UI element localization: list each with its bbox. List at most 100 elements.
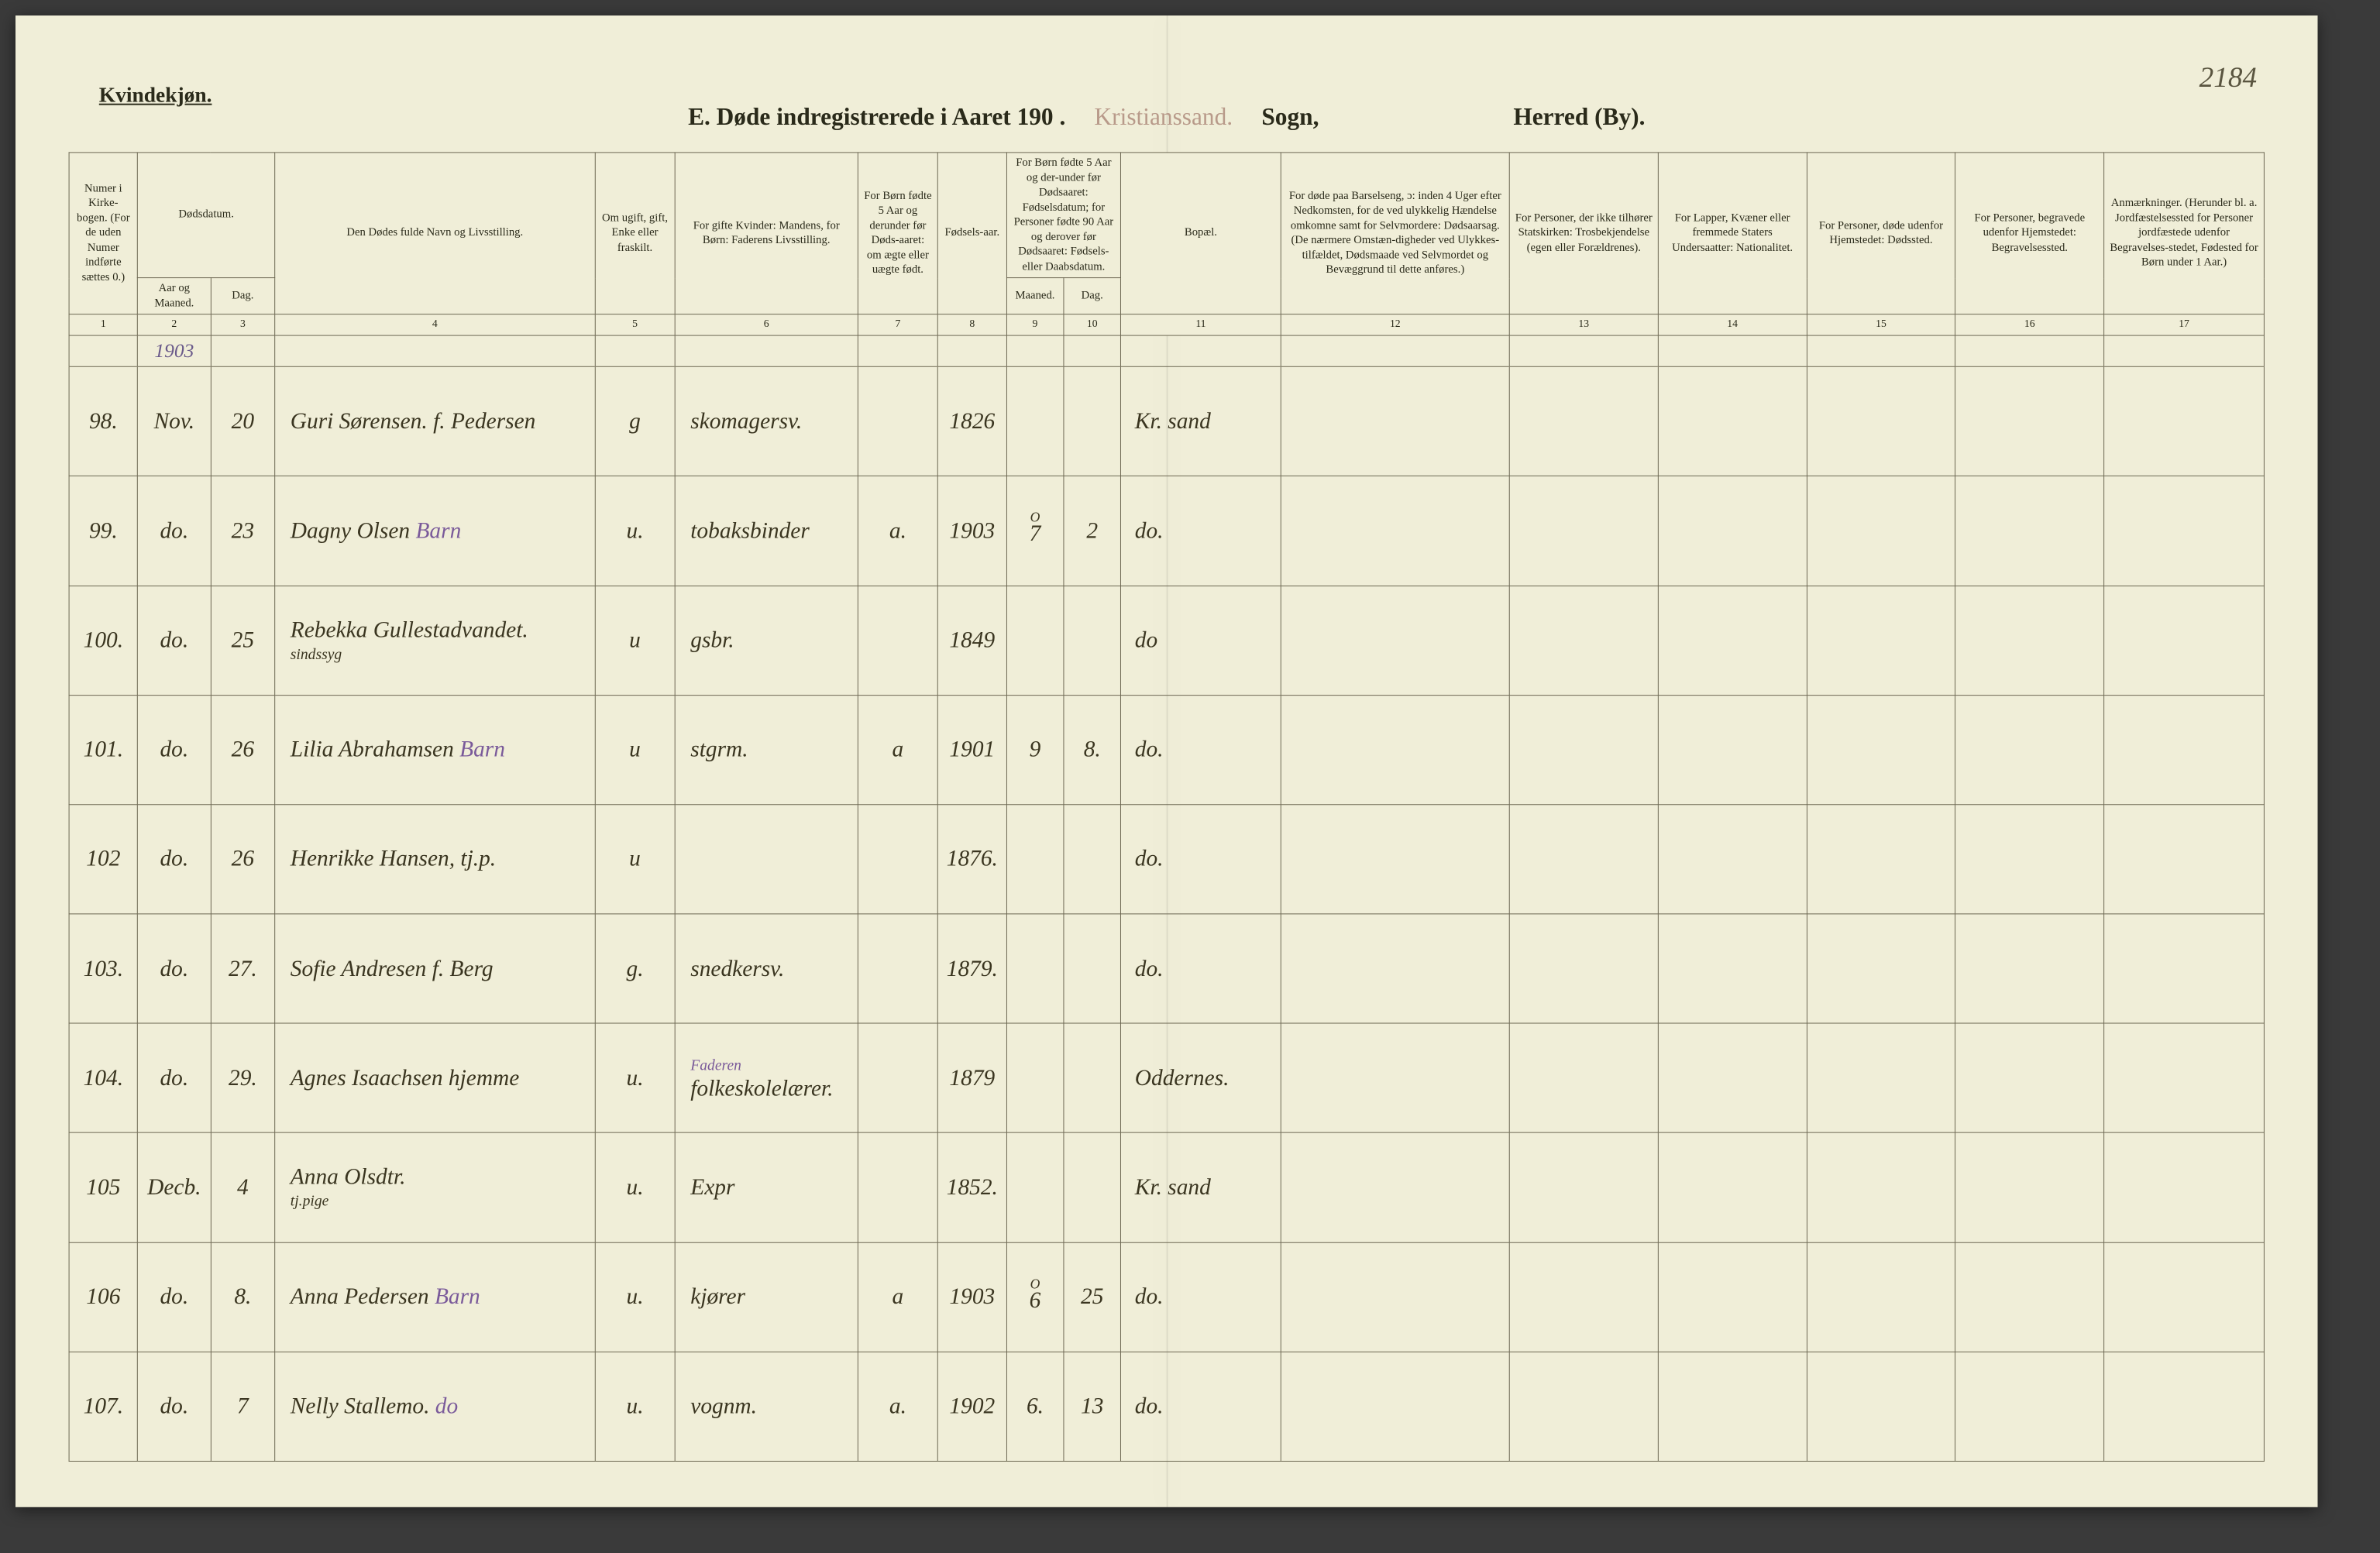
cell-remarks — [2104, 1352, 2265, 1461]
cell-month: do. — [138, 586, 211, 695]
cell-status: u. — [595, 1023, 675, 1132]
cell-occupation: skomagersv. — [675, 366, 858, 476]
cell-legit — [858, 1133, 937, 1242]
cell-num: 101. — [69, 695, 138, 804]
cell-bopael: Oddernes. — [1121, 1023, 1281, 1132]
cell-cause — [1281, 914, 1509, 1023]
cell-occupation — [675, 805, 858, 914]
table-header: Numer i Kirke-bogen. (For de uden Numer … — [69, 153, 2264, 335]
cell-nationality — [1658, 805, 1807, 914]
cell-month: do. — [138, 1352, 211, 1461]
table-row: 103. do. 27. Sofie Andresen f. Berg g. s… — [69, 914, 2264, 1023]
cell-name: Lilia Abrahamsen Barn — [275, 695, 595, 804]
header-faith: For Personer, der ikke tilhører Statskir… — [1509, 153, 1658, 314]
cell-birthyear: 1903 — [938, 476, 1007, 586]
cell-bmonth — [1006, 366, 1064, 476]
cell-nationality — [1658, 476, 1807, 586]
cell-cause — [1281, 476, 1509, 586]
cell-faith — [1509, 1352, 1658, 1461]
cell-occupation: Faderenfolkeskolelærer. — [675, 1023, 858, 1132]
cell-burialplace — [1955, 805, 2104, 914]
cell-birthyear: 1879. — [938, 914, 1007, 1023]
header-name: Den Dødes fulde Navn og Livsstilling. — [275, 153, 595, 314]
table-row: 98. Nov. 20 Guri Sørensen. f. Pedersen g… — [69, 366, 2264, 476]
cell-day: 23 — [211, 476, 275, 586]
page-title: E. Døde indregistrerede i Aaret 190 . Kr… — [15, 103, 2318, 131]
header-burialplace: For Personer, begravede udenfor Hjemsted… — [1955, 153, 2104, 314]
cell-bday — [1064, 586, 1121, 695]
cell-bday — [1064, 914, 1121, 1023]
cell-faith — [1509, 586, 1658, 695]
cell-name: Anna Olsdtr.tj.pige — [275, 1133, 595, 1242]
table-row: 107. do. 7 Nelly Stallemo. do u. vognm. … — [69, 1352, 2264, 1461]
cell-burialplace — [1955, 1133, 2104, 1242]
header-num: Numer i Kirke-bogen. (For de uden Numer … — [69, 153, 138, 314]
cell-bopael: do. — [1121, 476, 1281, 586]
cell-status: u — [595, 695, 675, 804]
cell-status: u — [595, 805, 675, 914]
cell-bmonth — [1006, 805, 1064, 914]
colnum: 12 — [1281, 314, 1509, 335]
colnum: 7 — [858, 314, 937, 335]
cell-day: 26 — [211, 695, 275, 804]
cell-bopael: do. — [1121, 805, 1281, 914]
cell-cause — [1281, 1023, 1509, 1132]
cell-deathplace — [1807, 914, 1955, 1023]
cell-num: 102 — [69, 805, 138, 914]
table-row: 99. do. 23 Dagny Olsen Barn u. tobaksbin… — [69, 476, 2264, 586]
cell-bmonth: O6 — [1006, 1242, 1064, 1352]
column-numbers-row: 1 2 3 4 5 6 7 8 9 10 11 12 13 14 15 16 1 — [69, 314, 2264, 335]
cell-burialplace — [1955, 366, 2104, 476]
year-note: 1903 — [138, 335, 211, 366]
cell-legit — [858, 586, 937, 695]
header-nationality: For Lapper, Kvæner eller fremmede Stater… — [1658, 153, 1807, 314]
title-sogn: Sogn, — [1261, 103, 1319, 130]
cell-day: 4 — [211, 1133, 275, 1242]
cell-occupation: kjører — [675, 1242, 858, 1352]
cell-faith — [1509, 366, 1658, 476]
table-row: 104. do. 29. Agnes Isaachsen hjemme u. F… — [69, 1023, 2264, 1132]
cell-name: Dagny Olsen Barn — [275, 476, 595, 586]
cell-day: 8. — [211, 1242, 275, 1352]
cell-month: Decb. — [138, 1133, 211, 1242]
cell-day: 7 — [211, 1352, 275, 1461]
colnum: 3 — [211, 314, 275, 335]
cell-cause — [1281, 1133, 1509, 1242]
cell-deathplace — [1807, 1242, 1955, 1352]
cell-day: 20 — [211, 366, 275, 476]
header-legit: For Børn fødte 5 Aar og derunder før Død… — [858, 153, 937, 314]
table-row: 105 Decb. 4 Anna Olsdtr.tj.pige u. Expr … — [69, 1133, 2264, 1242]
cell-num: 105 — [69, 1133, 138, 1242]
cell-faith — [1509, 695, 1658, 804]
cell-bday — [1064, 805, 1121, 914]
cell-deathplace — [1807, 1023, 1955, 1132]
cell-nationality — [1658, 366, 1807, 476]
cell-status: u. — [595, 1352, 675, 1461]
cell-name: Nelly Stallemo. do — [275, 1352, 595, 1461]
cell-deathplace — [1807, 1352, 1955, 1461]
cell-nationality — [1658, 1352, 1807, 1461]
cell-remarks — [2104, 805, 2265, 914]
cell-occupation: stgrm. — [675, 695, 858, 804]
cell-burialplace — [1955, 586, 2104, 695]
cell-num: 100. — [69, 586, 138, 695]
colnum: 9 — [1006, 314, 1064, 335]
colnum: 15 — [1807, 314, 1955, 335]
cell-nationality — [1658, 914, 1807, 1023]
cell-day: 27. — [211, 914, 275, 1023]
cell-birthyear: 1901 — [938, 695, 1007, 804]
header-birthdate: For Børn fødte 5 Aar og der-under før Dø… — [1006, 153, 1121, 278]
cell-status: g. — [595, 914, 675, 1023]
cell-birthyear: 1876. — [938, 805, 1007, 914]
cell-day: 26 — [211, 805, 275, 914]
cell-birthyear: 1902 — [938, 1352, 1007, 1461]
cell-cause — [1281, 1242, 1509, 1352]
cell-bday: 8. — [1064, 695, 1121, 804]
cell-deathplace — [1807, 805, 1955, 914]
year-note-row: 1903 — [69, 335, 2264, 366]
parish-stamp: Kristianssand. — [1095, 103, 1233, 130]
cell-occupation: tobaksbinder — [675, 476, 858, 586]
cell-remarks — [2104, 476, 2265, 586]
cell-burialplace — [1955, 914, 2104, 1023]
cell-remarks — [2104, 1023, 2265, 1132]
